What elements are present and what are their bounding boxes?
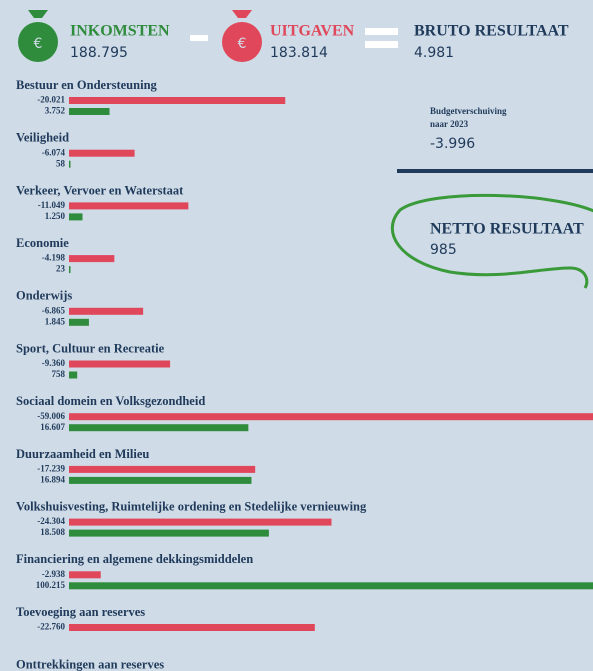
bar <box>69 255 115 263</box>
value-label: 16.894 <box>40 474 65 484</box>
bar <box>69 371 78 379</box>
bar <box>69 582 593 590</box>
value-label: 18.508 <box>40 527 65 537</box>
bar <box>69 149 135 157</box>
shift-line1: Budgetverschuiving <box>430 106 507 116</box>
divider <box>397 169 593 173</box>
bar <box>69 202 189 210</box>
value-label: -20.021 <box>37 95 65 105</box>
shift-amount: -3.996 <box>430 136 475 152</box>
value-label: 758 <box>52 369 66 379</box>
bar <box>69 213 83 221</box>
expense-label: UITGAVEN <box>270 23 355 40</box>
value-label: -6.074 <box>42 147 66 157</box>
bar <box>69 307 144 315</box>
bar <box>69 360 171 368</box>
category-label: Veiligheid <box>16 131 69 145</box>
gross-label: BRUTO RESULTAAT <box>414 23 569 40</box>
value-label: -2.938 <box>42 569 66 579</box>
net-label: NETTO RESULTAAT <box>430 221 584 238</box>
value-label: -11.049 <box>38 200 66 210</box>
bar <box>69 518 332 526</box>
income-label: INKOMSTEN <box>70 23 170 40</box>
bar <box>69 529 269 537</box>
value-label: 1.250 <box>45 211 66 221</box>
bar <box>69 424 249 432</box>
gross-amount: 4.981 <box>414 45 454 61</box>
category-label: Financiering en algemene dekkingsmiddele… <box>16 552 253 566</box>
net-amount: 985 <box>430 242 457 258</box>
expense-bag: € <box>222 10 262 62</box>
shift-line2: naar 2023 <box>430 119 469 129</box>
category-label: Volkshuisvesting, Ruimtelijke ordening e… <box>16 499 367 513</box>
equals-bottom <box>365 41 398 48</box>
income-bag: € <box>18 10 58 62</box>
scribble <box>390 193 593 289</box>
value-label: -59.006 <box>37 411 65 421</box>
minus-sign <box>190 35 208 41</box>
category-label: Onttrekkingen aan reserves <box>16 658 164 671</box>
svg-text:€: € <box>34 36 43 52</box>
category-label: Verkeer, Vervoer en Waterstaat <box>16 183 184 197</box>
category-label: Bestuur en Ondersteuning <box>16 78 158 92</box>
bar <box>69 476 252 484</box>
bar <box>69 318 89 326</box>
category-label: Toevoeging aan reserves <box>16 605 145 619</box>
value-label: 58 <box>56 158 66 168</box>
bar <box>69 571 101 579</box>
value-label: -6.865 <box>42 305 66 315</box>
value-label: 16.607 <box>40 422 65 432</box>
bar <box>69 160 71 168</box>
bar <box>69 413 593 421</box>
value-label: -22.760 <box>37 622 65 632</box>
value-label: 3.752 <box>45 106 66 116</box>
value-label: -4.198 <box>42 253 66 263</box>
bar <box>69 624 315 631</box>
expense-amount: 183.814 <box>270 45 328 61</box>
bar <box>69 266 71 274</box>
value-label: 23 <box>56 264 66 274</box>
value-label: -9.360 <box>42 358 66 368</box>
svg-text:€: € <box>238 36 247 52</box>
bar <box>69 465 256 473</box>
category-label: Onderwijs <box>16 289 72 303</box>
income-amount: 188.795 <box>70 45 128 61</box>
value-label: -17.239 <box>37 463 65 473</box>
category-label: Sport, Cultuur en Recreatie <box>16 341 165 355</box>
category-label: Sociaal domein en Volksgezondheid <box>16 394 205 408</box>
value-label: 100.215 <box>36 580 66 590</box>
value-label: -24.304 <box>37 516 65 526</box>
bar <box>69 108 110 115</box>
category-label: Economie <box>16 236 69 250</box>
category-label: Duurzaamheid en Milieu <box>16 447 149 461</box>
equals-top <box>365 28 398 35</box>
value-label: 1.845 <box>45 316 66 326</box>
bar <box>69 97 286 104</box>
